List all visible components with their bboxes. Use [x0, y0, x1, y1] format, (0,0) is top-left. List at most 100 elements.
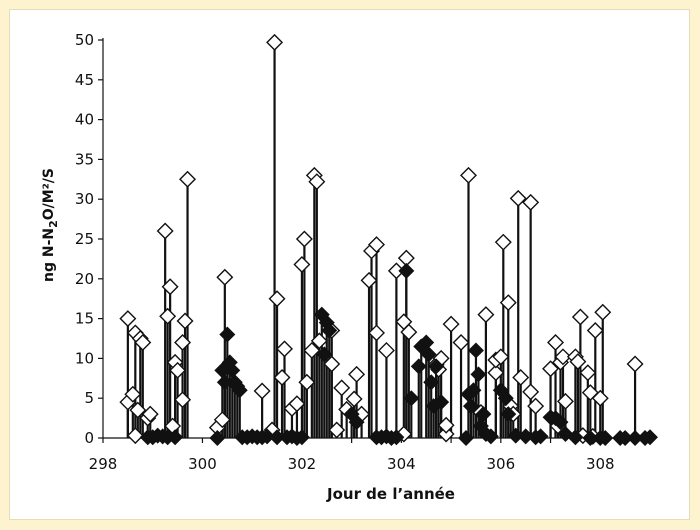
x-tick-label-300: 300 [188, 455, 217, 473]
y-tick-label-10: 10 [75, 349, 94, 367]
filled-diamond-point-6 [209, 430, 226, 446]
y-axis-label: ng N-N2O/M²/S [41, 168, 60, 282]
filled-diamond-point-51 [467, 342, 484, 359]
open-diamond-point-91 [586, 322, 604, 340]
filled-diamond-point-60 [507, 427, 524, 444]
open-diamond-point-94 [626, 355, 644, 373]
y-tick-label-20: 20 [75, 270, 94, 288]
open-diamond-point-2 [124, 385, 142, 403]
open-diamond-point-59 [437, 425, 455, 443]
open-diamond-point-82 [554, 348, 572, 366]
open-diamond-point-33 [298, 373, 316, 391]
x-tick-label-304: 304 [387, 455, 416, 473]
open-diamond-point-32 [295, 230, 313, 248]
open-diamond-point-34 [303, 341, 321, 359]
open-diamond-point-50 [377, 341, 395, 359]
filled-diamond-point-76 [642, 429, 658, 446]
y-tick-label-15: 15 [75, 310, 94, 328]
open-diamond-point-86 [571, 308, 589, 326]
filled-diamond-point-59 [500, 406, 517, 423]
x-tick-label-308: 308 [586, 455, 615, 473]
open-diamond-point-28 [276, 340, 293, 358]
filled-diamond-point-61 [517, 428, 534, 445]
open-diamond-point-62 [452, 333, 470, 351]
filled-diamond-point-14 [231, 382, 248, 399]
open-diamond-point-15 [169, 361, 187, 379]
open-diamond-point-10 [156, 222, 174, 240]
filled-diamond-point-66 [552, 414, 569, 431]
open-diamond-point-25 [266, 33, 284, 51]
x-tick-label-298: 298 [89, 455, 118, 473]
y-tick-label-35: 35 [75, 150, 94, 168]
open-diamond-point-26 [268, 290, 286, 308]
filled-diamond-point-47 [458, 430, 474, 446]
x-axis-label: Jour de l’année [326, 485, 455, 503]
open-diamond-point-88 [579, 364, 597, 382]
open-diamond-point-12 [161, 278, 179, 296]
open-diamond-point-63 [460, 166, 477, 184]
filled-diamond-point-36 [388, 429, 405, 446]
open-diamond-point-79 [547, 333, 565, 351]
filled-diamond-point-38 [403, 390, 420, 407]
x-tick-label-306: 306 [486, 455, 515, 473]
open-diamond-point-93 [594, 303, 612, 321]
plot-area: 0 5 10 15 20 25 30 35 40 45 50 298 300 302 304 306 308 [75, 31, 658, 473]
filled-diamond-point-56 [482, 428, 499, 445]
y-tick-label-40: 40 [75, 111, 94, 129]
open-diamond-point-7 [134, 333, 152, 351]
open-diamond-point-27 [273, 369, 291, 386]
filled-diamond-point-25 [293, 429, 310, 446]
open-diamond-point-69 [494, 233, 512, 251]
filled-diamond-point-20 [259, 428, 276, 445]
open-diamond-point-36 [308, 173, 326, 191]
open-diamond-point-60 [437, 416, 455, 434]
filled-diamond-point-37 [398, 262, 415, 279]
open-diamond-point-0 [119, 310, 137, 328]
open-diamond-point-65 [477, 306, 495, 324]
filled-diamond-point-46 [433, 394, 450, 411]
filled-diamond-point-68 [567, 429, 584, 446]
filled-diamond-point-5 [167, 429, 184, 446]
filled-diamond-point-31 [348, 414, 365, 431]
open-diamond-point-37 [310, 332, 328, 350]
filled-diamond-point-50 [465, 382, 482, 399]
open-diamond-point-19 [179, 170, 197, 188]
open-diamond-point-68 [492, 348, 510, 366]
open-diamond-point-39 [323, 355, 341, 373]
open-diamond-point-31 [293, 255, 311, 273]
filled-diamond-point-43 [423, 374, 440, 391]
open-diamond-point-70 [499, 294, 517, 312]
filled-diamond-point-9 [219, 326, 236, 343]
open-diamond-point-18 [176, 312, 194, 330]
open-diamond-point-66 [487, 364, 505, 382]
open-diamond-point-41 [333, 379, 351, 397]
filled-diamond-point-49 [462, 398, 479, 415]
open-diamond-point-92 [591, 389, 609, 407]
y-tick-label-50: 50 [75, 31, 94, 49]
filled-diamond-point-54 [475, 406, 492, 423]
open-diamond-point-44 [348, 365, 366, 383]
y-tick-label-30: 30 [75, 190, 94, 208]
filled-diamond-point-45 [428, 358, 445, 375]
open-diamond-point-43 [345, 390, 363, 408]
x-tick-label-302: 302 [288, 455, 317, 473]
open-diamond-point-49 [368, 324, 385, 342]
open-diamond-point-85 [569, 353, 587, 371]
filled-diamond-point-63 [532, 428, 549, 445]
open-diamond-point-73 [509, 189, 527, 207]
filled-diamond-point-58 [497, 390, 514, 407]
filled-diamond-point-71 [597, 430, 614, 446]
open-diamond-point-48 [368, 236, 385, 254]
filled-diamond-point-29 [321, 322, 338, 339]
open-diamond-point-77 [527, 397, 545, 415]
y-tick-label-25: 25 [75, 230, 94, 248]
open-diamond-point-22 [216, 268, 234, 286]
filled-diamond-point-42 [420, 346, 437, 363]
open-diamond-point-54 [400, 323, 418, 341]
open-diamond-point-30 [288, 395, 306, 413]
open-diamond-point-83 [556, 392, 574, 410]
open-diamond-point-17 [174, 333, 192, 351]
open-diamond-point-9 [141, 405, 159, 423]
